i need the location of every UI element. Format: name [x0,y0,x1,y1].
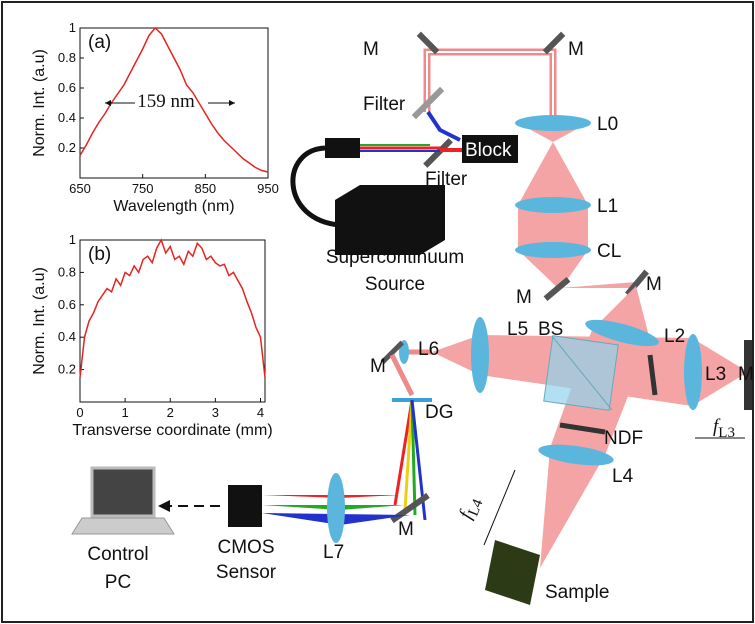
x-tick-label: 0 [76,405,83,420]
panel-label: (a) [88,32,111,53]
label: NDF [604,428,643,449]
x-tick-label: 2 [167,405,174,420]
label: CL [597,241,621,262]
label: Source [365,274,425,295]
label: M [568,39,584,60]
x-tick-label: 750 [132,181,154,196]
label: L5 [507,319,528,340]
label: M [363,39,379,60]
lens [515,115,591,131]
label: Sensor [216,562,277,583]
label: CMOS [218,537,275,558]
x-tick-label: 1 [122,405,129,420]
label: L0 [597,114,618,135]
y-tick-label: 0.2 [58,362,76,377]
y-tick-label: 0.4 [58,110,76,125]
lens [515,197,591,213]
y-tick-label: 0.2 [58,140,76,155]
label: Sample [545,582,609,603]
label: Control [87,544,148,565]
label: Supercontinuum [326,247,464,268]
y-tick-label: 1 [69,20,76,35]
label: L3 [705,364,726,385]
y-tick-label: 1 [69,232,76,247]
lens [471,317,489,393]
cmos [228,485,262,527]
y-tick-label: 0.8 [58,264,76,279]
x-axis-label: Transverse coordinate (mm) [72,422,272,439]
label: Block [465,140,512,161]
label: L3 [718,425,735,441]
label: Filter [425,169,468,190]
label: Filter [363,94,406,115]
label: DG [425,402,454,423]
source-box [335,185,445,255]
lens [327,473,345,543]
x-tick-label: 3 [212,405,219,420]
y-axis-label: Norm. Int. (a.u) [31,49,48,157]
panel-label: (b) [88,244,111,265]
x-tick-label: 950 [257,181,279,196]
y-axis-label: Norm. Int. (a.u) [31,267,48,375]
label: M [646,274,662,295]
label: L6 [418,339,439,360]
y-tick-label: 0.6 [58,297,76,312]
beam-splitter [544,336,619,411]
y-tick-label: 0.6 [58,80,76,95]
label: L2 [664,326,685,347]
label: L4 [612,466,634,487]
annotation: 159 nm [137,91,195,112]
lens [684,334,702,410]
laptop-screen [92,468,154,516]
fiber-head [325,138,360,158]
label: L7 [323,542,344,563]
label: M [516,287,532,308]
laptop-base [72,518,174,534]
figure: M M Filter Filter Block L0 L1 CL Superco… [0,0,755,624]
x-tick-label: 4 [257,405,264,420]
lens [515,242,591,258]
y-tick-label: 0.8 [58,50,76,65]
label: PC [105,572,131,593]
label: L1 [597,196,618,217]
label: M [370,356,386,377]
y-tick-label: 0.4 [58,329,76,344]
x-axis-label: Wavelength (nm) [113,198,234,215]
label: BS [538,319,563,340]
x-tick-label: 650 [69,181,91,196]
label: M [398,519,414,540]
x-tick-label: 850 [194,181,216,196]
label: M [738,364,754,385]
